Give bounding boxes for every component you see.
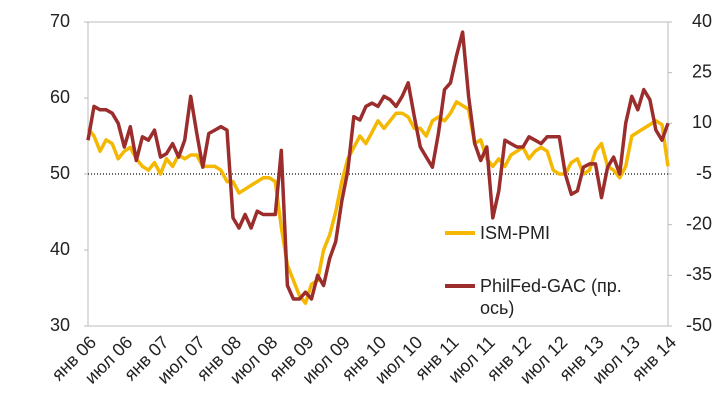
- series-line: [86, 30, 670, 301]
- y2-tick-label: -20: [686, 213, 712, 233]
- y-tick-label: 40: [50, 239, 70, 259]
- y2-tick-label: -50: [686, 315, 712, 335]
- legend-label: ISM-PMI: [480, 223, 550, 243]
- y2-tick-label: 40: [692, 11, 712, 31]
- y2-tick-label: -5: [696, 163, 712, 183]
- legend-label: PhilFed-GAC (пр. ось): [480, 276, 622, 318]
- y2-tick-label: 25: [692, 61, 712, 81]
- y2-tick-label: -35: [686, 264, 712, 284]
- y-tick-label: 30: [50, 315, 70, 335]
- series-line: [86, 100, 670, 305]
- y2-tick-label: 10: [692, 112, 712, 132]
- y-tick-label: 70: [50, 11, 70, 31]
- y-tick-label: 60: [50, 87, 70, 107]
- y-tick-label: 50: [50, 163, 70, 183]
